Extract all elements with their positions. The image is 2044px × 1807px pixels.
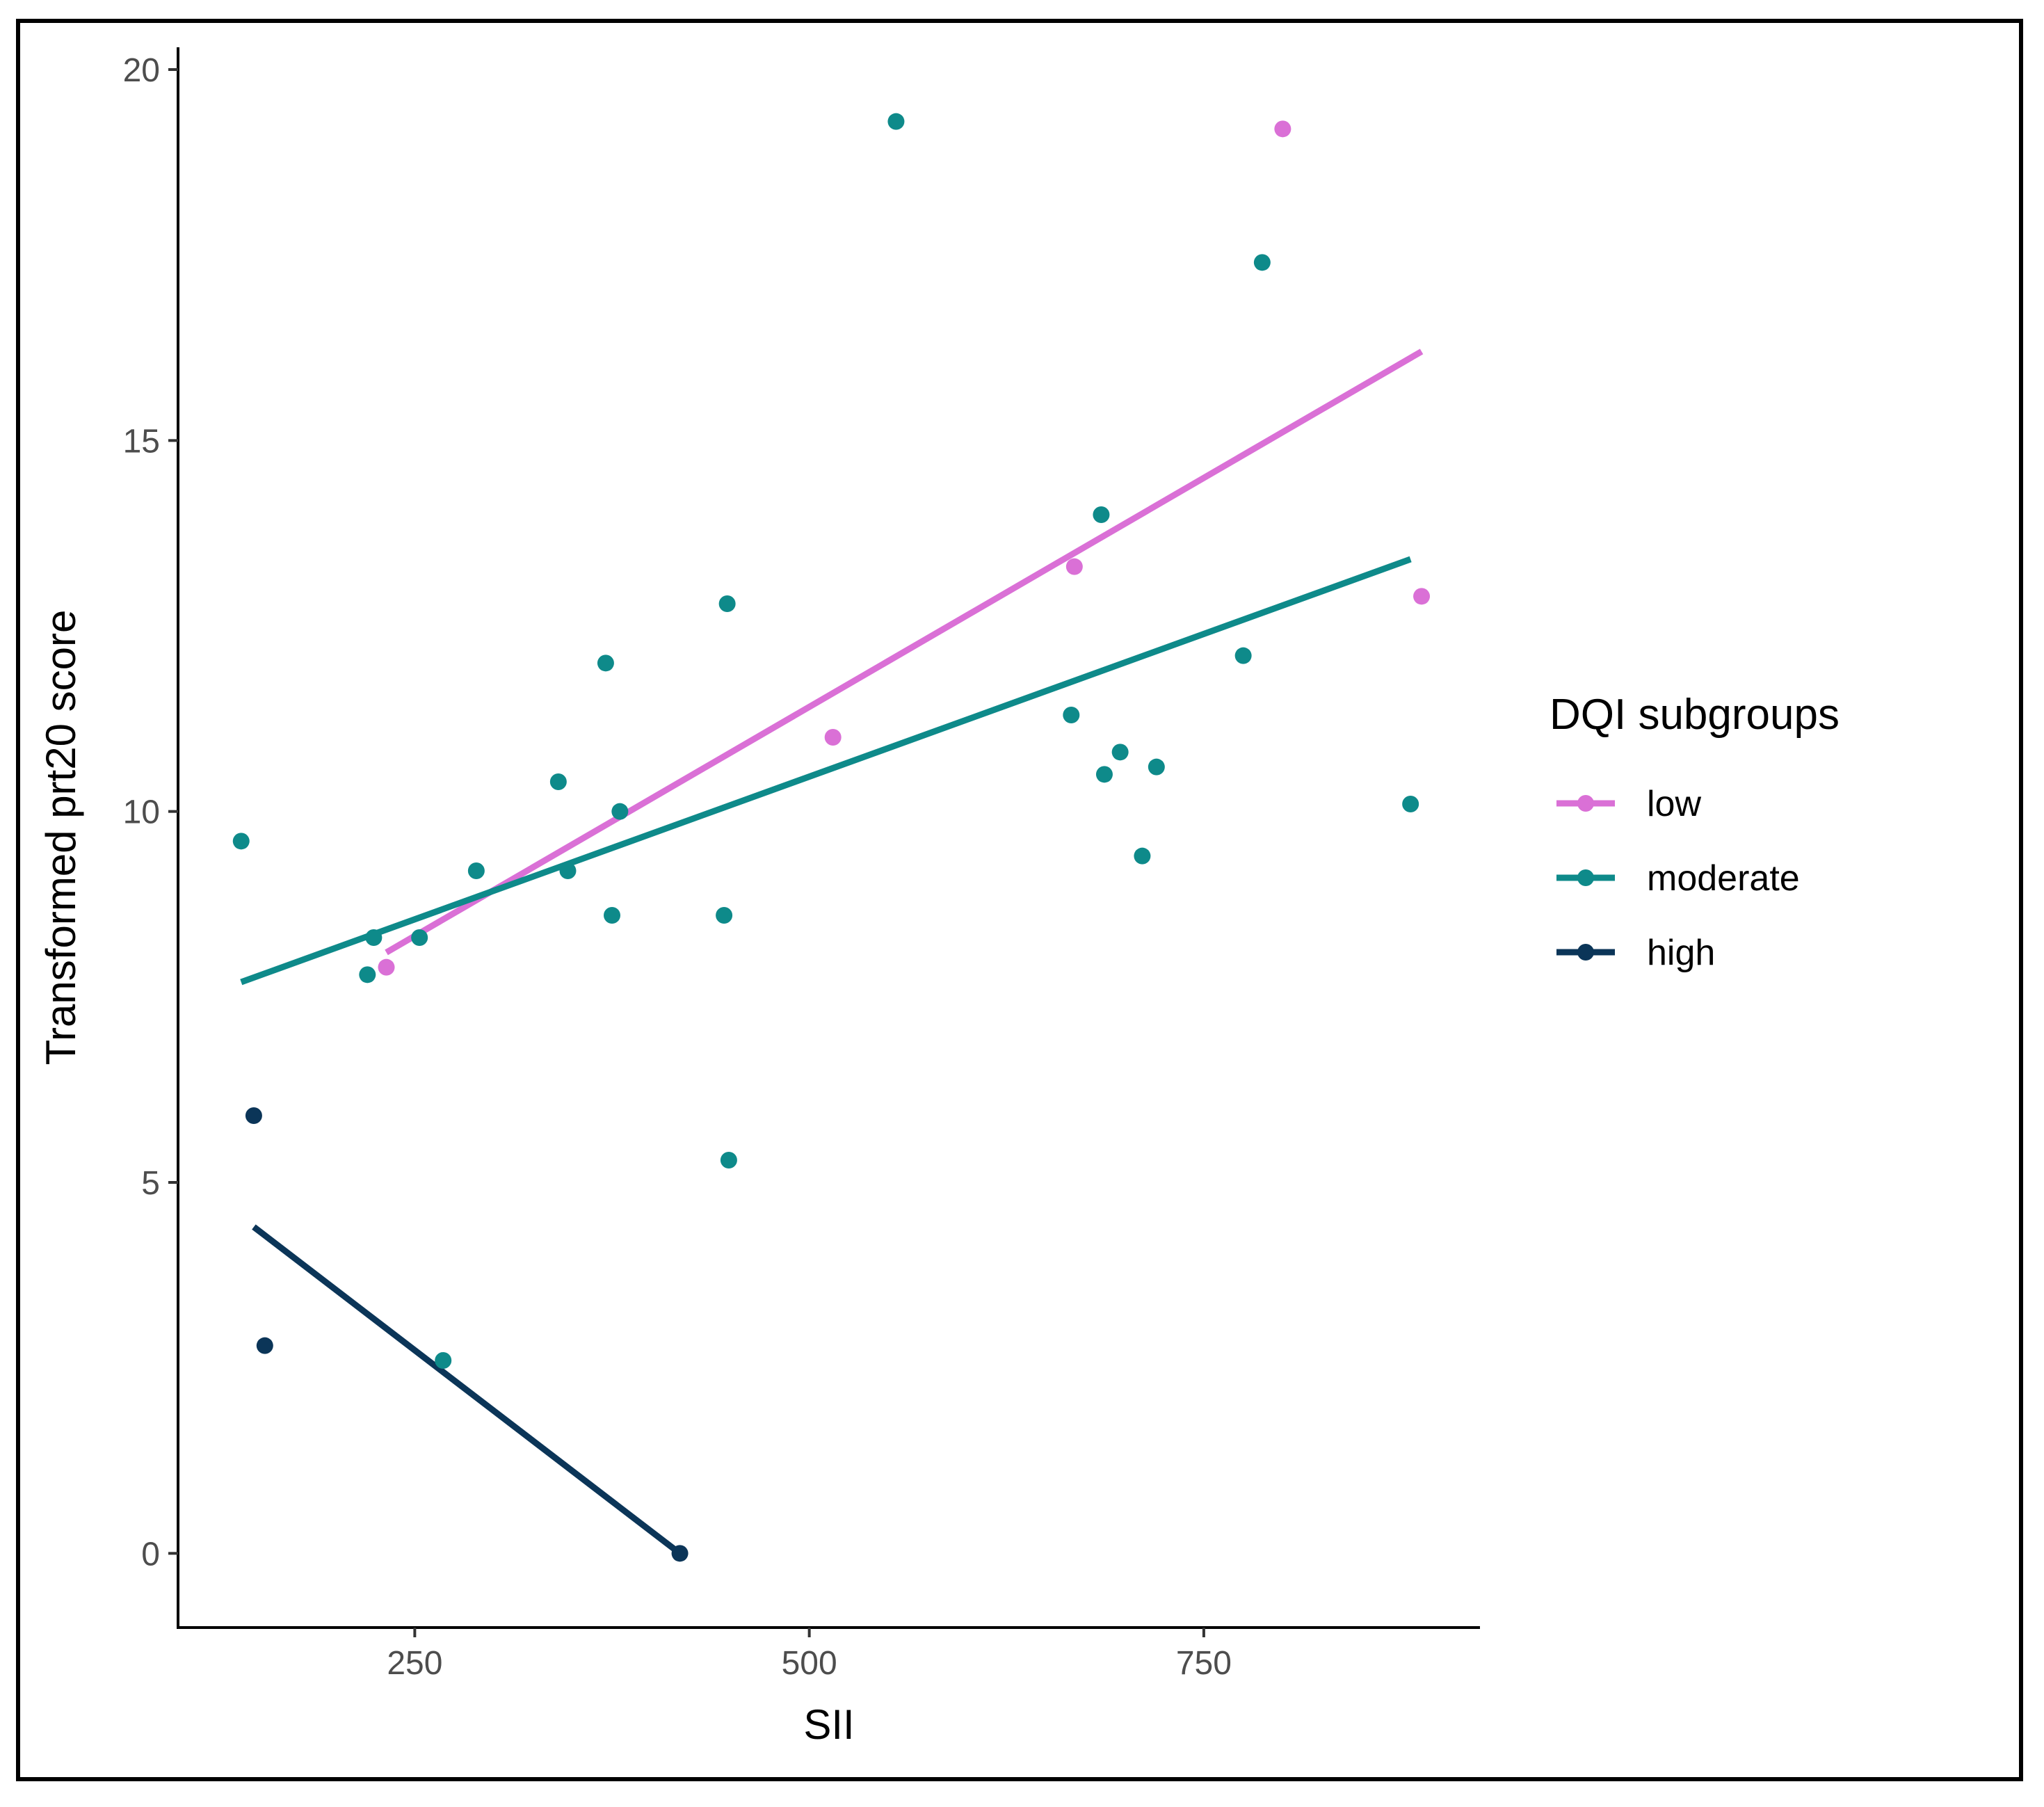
data-point-moderate: [435, 1352, 452, 1369]
fit-line-low: [385, 348, 1424, 956]
data-point-moderate: [611, 803, 629, 820]
data-point-moderate: [559, 862, 577, 879]
data-point-high: [256, 1337, 273, 1354]
data-point-low: [824, 729, 842, 746]
data-point-moderate: [604, 907, 620, 924]
data-point-low: [378, 958, 395, 976]
legend-label-moderate: moderate: [1647, 858, 1800, 899]
data-point-moderate: [411, 929, 428, 946]
x-tick-label: 750: [1176, 1645, 1232, 1682]
legend: DQI subgroups low moderate high: [1550, 691, 1840, 973]
data-point-moderate: [1095, 766, 1113, 783]
data-point-moderate: [365, 929, 383, 946]
data-point-moderate: [1111, 744, 1129, 761]
data-point-moderate: [1093, 506, 1110, 523]
data-point-moderate: [718, 595, 736, 612]
data-point-moderate: [232, 833, 250, 850]
fit-line-high: [252, 1224, 682, 1556]
data-point-moderate: [1402, 796, 1419, 812]
data-point-moderate: [720, 1152, 737, 1168]
data-point-low: [1413, 588, 1431, 605]
legend-label-low: low: [1647, 784, 1701, 824]
data-point-moderate: [467, 862, 485, 879]
y-tick-label: 5: [141, 1165, 160, 1202]
data-point-moderate: [549, 773, 567, 790]
y-tick-label: 15: [123, 423, 160, 460]
data-point-high: [245, 1107, 262, 1124]
data-point-moderate: [1253, 254, 1271, 271]
y-tick-label: 10: [123, 794, 160, 831]
data-point-low: [1065, 558, 1083, 575]
data-point-moderate: [887, 113, 905, 130]
data-point-moderate: [597, 654, 614, 672]
fit-line-moderate: [240, 556, 1412, 986]
figure-border: [16, 19, 2023, 1781]
y-tick-label: 20: [123, 52, 160, 89]
data-point-moderate: [1234, 647, 1252, 664]
data-point-low: [1274, 120, 1291, 138]
legend-label-high: high: [1647, 933, 1715, 973]
legend-key-dot-moderate: [1577, 869, 1594, 886]
x-tick-label: 500: [782, 1645, 837, 1682]
data-point-moderate: [1063, 707, 1080, 723]
y-tick-label: 0: [141, 1536, 160, 1573]
legend-key-dot-low: [1577, 795, 1594, 812]
legend-title: DQI subgroups: [1550, 691, 1840, 739]
data-point-moderate: [716, 907, 733, 924]
y-axis-title: Transformed prt20 score: [38, 610, 84, 1066]
x-tick-label: 250: [387, 1645, 442, 1682]
data-point-moderate: [1134, 847, 1151, 865]
data-point-high: [671, 1545, 689, 1562]
legend-key-dot-high: [1577, 944, 1594, 961]
data-point-moderate: [359, 966, 376, 983]
x-axis-title: SII: [803, 1701, 854, 1748]
data-point-moderate: [1148, 758, 1165, 776]
